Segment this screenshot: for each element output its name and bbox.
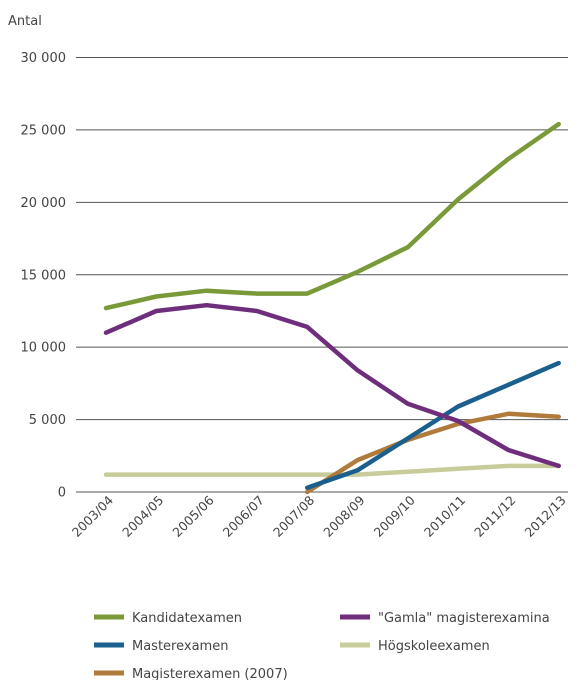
y-tick-label: 15 000 [21, 268, 67, 283]
x-tick-label: 2006/07 [220, 493, 267, 540]
x-tick-label: 2005/06 [169, 492, 216, 539]
legend: Kandidatexamen "Gamla" magisterexamina Mas… [94, 611, 550, 680]
y-tick-label: 25 000 [21, 123, 67, 138]
x-tick-label: 2010/11 [421, 493, 468, 540]
x-tick-label: 2008/09 [320, 492, 367, 539]
series-line [103, 463, 561, 477]
x-tick-label: 2004/05 [119, 493, 166, 540]
series-line [103, 302, 561, 469]
x-tick-labels: 2003/04 2004/05 2005/06 2006/07 2007/08 2008/… [69, 492, 569, 539]
series-line [103, 121, 561, 311]
legend-label: Högskoleexamen [378, 639, 490, 654]
legend-label: "Gamla" magisterexamina [378, 611, 550, 626]
x-tick-label: 2003/04 [69, 492, 116, 539]
y-tick-label: 0 [58, 486, 66, 501]
gridlines [76, 57, 568, 493]
series-line [304, 360, 561, 490]
legend-label: Kandidatexamen [132, 611, 242, 626]
series-line [304, 411, 561, 495]
y-tick-label: 20 000 [21, 196, 67, 211]
legend-label: Masterexamen [132, 639, 228, 654]
x-tick-label: 2007/08 [270, 492, 317, 539]
series-lines [103, 121, 561, 495]
y-tick-label: 10 000 [21, 341, 67, 356]
y-axis-label: Antal [8, 14, 42, 29]
x-tick-label: 2009/10 [371, 492, 418, 539]
y-tick-label: 5 000 [29, 413, 66, 428]
y-tick-labels: 0 5 000 10 000 15 000 20 000 25 000 30 000 [21, 51, 67, 501]
y-tick-label: 30 000 [21, 51, 67, 66]
x-tick-label: 2012/13 [521, 493, 568, 540]
legend-label: Magisterexamen (2007) [132, 667, 288, 680]
x-tick-label: 2011/12 [471, 493, 518, 540]
